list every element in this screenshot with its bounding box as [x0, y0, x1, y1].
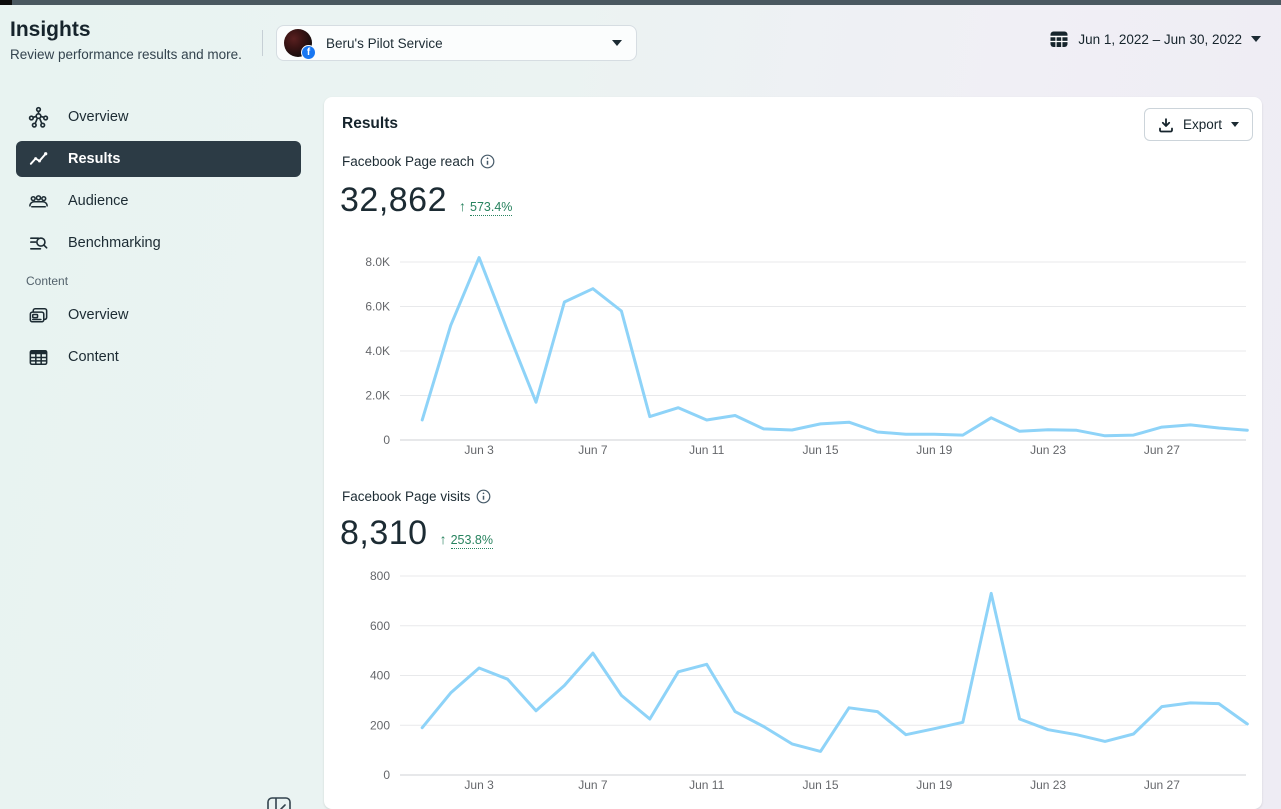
sidebar-item-label: Content: [68, 349, 119, 365]
collapse-sidebar-button[interactable]: [266, 796, 292, 809]
sidebar-item-label: Audience: [68, 193, 129, 209]
metric-visits-delta[interactable]: ↑ 253.8%: [440, 531, 493, 549]
sidebar-item-results[interactable]: Results: [16, 141, 301, 177]
avatar: f: [284, 29, 316, 60]
account-name: Beru's Pilot Service: [326, 35, 443, 51]
export-label: Export: [1182, 117, 1222, 132]
svg-text:Jun 7: Jun 7: [578, 443, 608, 457]
page-subtitle: Review performance results and more.: [10, 47, 242, 62]
svg-text:Jun 27: Jun 27: [1144, 443, 1180, 457]
download-icon: [1159, 118, 1173, 132]
svg-text:Jun 19: Jun 19: [916, 778, 952, 792]
table-icon: [26, 345, 50, 369]
metric-visits-delta-value: 253.8%: [450, 533, 493, 549]
export-button[interactable]: Export: [1143, 108, 1253, 141]
sidebar-item-content[interactable]: Content: [16, 339, 301, 375]
reach-line-series: [420, 256, 1249, 438]
svg-text:800: 800: [370, 569, 390, 583]
visits-line-series: [420, 591, 1249, 753]
svg-text:0: 0: [383, 433, 390, 447]
metric-visits-label: Facebook Page visits: [342, 489, 491, 504]
account-selector[interactable]: f Beru's Pilot Service: [276, 25, 637, 61]
svg-text:Jun 15: Jun 15: [802, 443, 838, 457]
sidebar-item-label: Benchmarking: [68, 235, 161, 251]
facebook-badge-icon: f: [301, 45, 316, 60]
sidebar-item-label: Overview: [68, 109, 129, 125]
chevron-down-icon: [1231, 122, 1239, 127]
svg-text:Jun 11: Jun 11: [689, 443, 724, 457]
metric-visits-value: 8,310: [340, 514, 428, 552]
visits-chart[interactable]: 800 600 400 200 0 Jun 3 Jun 7 Jun 11 Jun 15 Jun 1…: [324, 559, 1262, 799]
sidebar: Overview Results: [16, 99, 301, 381]
metric-visits-value-row: 8,310 ↑ 253.8%: [340, 514, 493, 553]
svg-text:0: 0: [383, 768, 390, 782]
sidebar-item-overview[interactable]: Overview: [16, 99, 301, 135]
people-icon: [26, 189, 50, 213]
top-accent-bar: [0, 0, 1281, 5]
svg-text:Jun 11: Jun 11: [689, 778, 724, 792]
metric-reach-delta[interactable]: ↑ 573.4%: [459, 198, 513, 216]
date-range-text: Jun 1, 2022 – Jun 30, 2022: [1078, 31, 1242, 47]
svg-text:Jun 27: Jun 27: [1144, 778, 1180, 792]
arrow-up-icon: ↑: [459, 198, 466, 214]
svg-text:8.0K: 8.0K: [365, 255, 390, 269]
svg-text:Jun 3: Jun 3: [464, 778, 494, 792]
svg-text:600: 600: [370, 619, 390, 633]
svg-text:4.0K: 4.0K: [365, 344, 390, 358]
chevron-down-icon: [1251, 36, 1261, 42]
cards-stack-icon: [26, 303, 50, 327]
date-range-picker[interactable]: Jun 1, 2022 – Jun 30, 2022: [1049, 29, 1261, 49]
info-icon[interactable]: [480, 154, 495, 169]
svg-text:Jun 3: Jun 3: [464, 443, 494, 457]
svg-text:Jun 19: Jun 19: [916, 443, 952, 457]
collapse-sidebar-icon: [267, 797, 291, 809]
sidebar-item-audience[interactable]: Audience: [16, 183, 301, 219]
svg-text:Jun 15: Jun 15: [802, 778, 838, 792]
chevron-down-icon: [612, 40, 622, 46]
svg-text:6.0K: 6.0K: [365, 300, 390, 314]
svg-text:Jun 23: Jun 23: [1030, 778, 1066, 792]
sidebar-item-label: Overview: [68, 307, 129, 323]
results-card: Results Export Facebook Page reach 32,86…: [324, 97, 1262, 809]
sidebar-item-label: Results: [68, 151, 121, 167]
metric-reach-value-row: 32,862 ↑ 573.4%: [340, 181, 513, 220]
metric-reach-value: 32,862: [340, 181, 447, 219]
metric-reach-label: Facebook Page reach: [342, 154, 495, 169]
sidebar-item-content-overview[interactable]: Overview: [16, 297, 301, 333]
network-nodes-icon: [26, 105, 50, 129]
svg-text:2.0K: 2.0K: [365, 389, 390, 403]
sidebar-section-content: Content: [26, 274, 69, 288]
results-title: Results: [342, 115, 398, 132]
arrow-up-icon: ↑: [439, 531, 447, 547]
sidebar-item-benchmarking[interactable]: Benchmarking: [16, 225, 301, 261]
svg-text:200: 200: [370, 718, 390, 732]
svg-text:Jun 23: Jun 23: [1030, 443, 1066, 457]
search-list-icon: [26, 231, 50, 255]
page-title: Insights: [10, 18, 91, 41]
line-chart-icon: [26, 147, 50, 171]
svg-text:400: 400: [370, 669, 390, 683]
reach-chart[interactable]: 8.0K 6.0K 4.0K 2.0K 0 Jun 3 Jun 7 Jun 11 Jun 15 J…: [324, 245, 1262, 463]
info-icon[interactable]: [476, 489, 491, 504]
svg-text:Jun 7: Jun 7: [578, 778, 608, 792]
calendar-icon: [1050, 31, 1068, 47]
header-divider: [262, 30, 263, 56]
metric-reach-delta-value: 573.4%: [470, 200, 513, 216]
